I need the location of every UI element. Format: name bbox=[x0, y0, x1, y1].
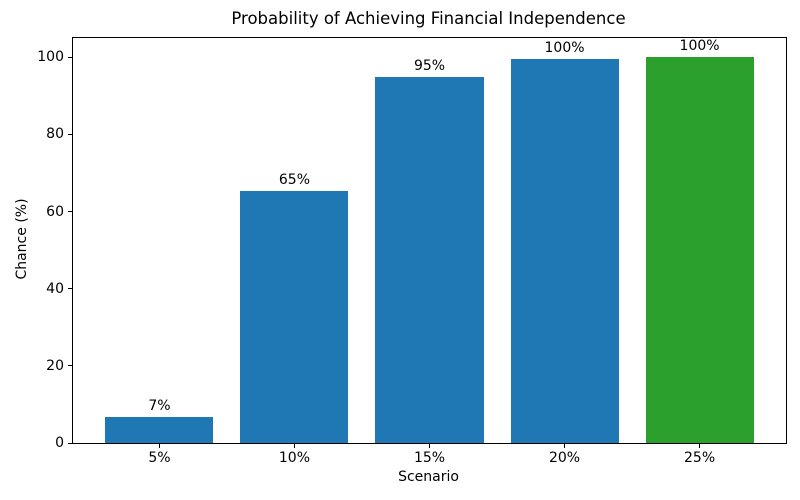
y-tick-mark bbox=[68, 211, 73, 213]
x-tick-label: 20% bbox=[548, 450, 581, 466]
x-axis-label: Scenario bbox=[398, 469, 459, 485]
bar-20pct bbox=[510, 59, 619, 443]
y-axis-label: Chance (%) bbox=[14, 198, 30, 280]
bar-10pct bbox=[240, 191, 349, 443]
x-tick-label: 25% bbox=[684, 450, 716, 466]
x-tick-mark bbox=[293, 443, 295, 448]
bar-value-label: 95% bbox=[413, 57, 446, 74]
chart-title: Probability of Achieving Financial Indep… bbox=[231, 9, 626, 28]
bar-value-label: 100% bbox=[679, 38, 720, 55]
y-tick-label: 20 bbox=[46, 357, 64, 374]
bar-15pct bbox=[375, 76, 484, 443]
bar-value-label: 7% bbox=[148, 398, 171, 415]
y-tick-mark bbox=[68, 133, 73, 135]
y-tick-mark bbox=[68, 288, 73, 290]
y-tick-mark bbox=[68, 56, 73, 58]
x-tick-label: 15% bbox=[413, 450, 446, 466]
x-tick-label: 10% bbox=[278, 450, 311, 466]
y-tick-label: 60 bbox=[46, 203, 64, 220]
x-tick-label: 5% bbox=[148, 450, 171, 466]
bar-value-label: 65% bbox=[278, 172, 311, 189]
x-tick-mark bbox=[429, 443, 430, 448]
x-tick-mark bbox=[699, 443, 701, 448]
y-tick-mark bbox=[68, 442, 73, 444]
y-tick-label: 100 bbox=[37, 49, 64, 66]
y-tick-label: 0 bbox=[55, 435, 64, 451]
y-tick-mark bbox=[68, 365, 73, 367]
y-tick-label: 80 bbox=[46, 126, 64, 143]
bar-5pct bbox=[105, 417, 214, 443]
y-tick-label: 40 bbox=[46, 280, 64, 297]
plot-area: 0 20 40 60 80 100 7% 5% 65% 10% 95% 15% 100% 20% 100% 2… bbox=[37, 37, 787, 465]
x-tick-mark bbox=[564, 443, 566, 448]
bar-25pct bbox=[645, 57, 754, 443]
bar-value-label: 100% bbox=[544, 40, 585, 57]
x-tick-mark bbox=[158, 443, 160, 448]
